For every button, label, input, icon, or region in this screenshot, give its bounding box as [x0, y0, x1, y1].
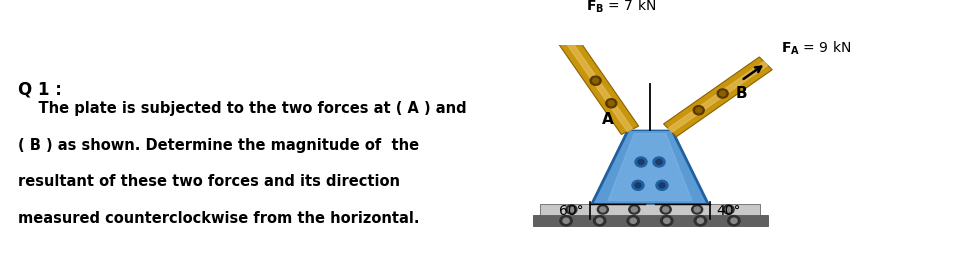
Circle shape — [599, 207, 606, 212]
Bar — [540, 204, 760, 215]
Text: $\mathbf{F_A}$ = 9 kN: $\mathbf{F_A}$ = 9 kN — [781, 39, 851, 57]
Circle shape — [638, 159, 644, 165]
Circle shape — [693, 106, 705, 115]
Circle shape — [656, 180, 668, 190]
Circle shape — [694, 207, 700, 212]
Text: resultant of these two forces and its direction: resultant of these two forces and its di… — [18, 175, 400, 190]
Polygon shape — [559, 36, 639, 134]
Circle shape — [656, 159, 662, 165]
Text: A: A — [602, 112, 614, 127]
Polygon shape — [592, 130, 708, 204]
Text: $\mathbf{F_B}$ = 7 kN: $\mathbf{F_B}$ = 7 kN — [585, 0, 656, 15]
Polygon shape — [565, 39, 633, 132]
Circle shape — [590, 76, 601, 85]
Bar — [532, 215, 768, 226]
Circle shape — [723, 205, 734, 214]
Circle shape — [697, 218, 704, 223]
Polygon shape — [668, 61, 768, 132]
Circle shape — [566, 205, 576, 214]
Circle shape — [569, 207, 575, 212]
Polygon shape — [608, 134, 692, 200]
Circle shape — [694, 216, 706, 226]
Circle shape — [635, 157, 647, 167]
Circle shape — [594, 216, 606, 226]
Circle shape — [597, 218, 602, 223]
Circle shape — [661, 216, 673, 226]
Circle shape — [560, 216, 573, 226]
Circle shape — [726, 207, 731, 212]
Circle shape — [730, 218, 737, 223]
Circle shape — [593, 78, 598, 83]
Circle shape — [563, 218, 569, 223]
Text: measured counterclockwise from the horizontal.: measured counterclockwise from the horiz… — [18, 211, 420, 226]
Circle shape — [630, 218, 637, 223]
Text: 40°: 40° — [716, 205, 741, 218]
Text: Q 1 :: Q 1 : — [18, 80, 62, 98]
Text: The plate is subjected to the two forces at ( A ) and: The plate is subjected to the two forces… — [18, 101, 467, 116]
Circle shape — [632, 180, 644, 190]
Circle shape — [720, 91, 726, 96]
Circle shape — [717, 89, 728, 98]
Circle shape — [606, 99, 617, 108]
Polygon shape — [663, 57, 772, 137]
Circle shape — [696, 108, 702, 113]
Text: 60°: 60° — [559, 205, 584, 218]
Circle shape — [661, 205, 671, 214]
Circle shape — [629, 205, 640, 214]
Circle shape — [631, 207, 638, 212]
Circle shape — [659, 183, 665, 188]
Circle shape — [663, 218, 670, 223]
Circle shape — [598, 205, 608, 214]
Circle shape — [653, 157, 665, 167]
Circle shape — [728, 216, 740, 226]
Circle shape — [691, 205, 703, 214]
Circle shape — [608, 101, 615, 106]
Circle shape — [635, 183, 641, 188]
Circle shape — [627, 216, 640, 226]
Circle shape — [663, 207, 669, 212]
Text: B: B — [736, 86, 748, 101]
Text: ( B ) as shown. Determine the magnitude of  the: ( B ) as shown. Determine the magnitude … — [18, 138, 419, 153]
